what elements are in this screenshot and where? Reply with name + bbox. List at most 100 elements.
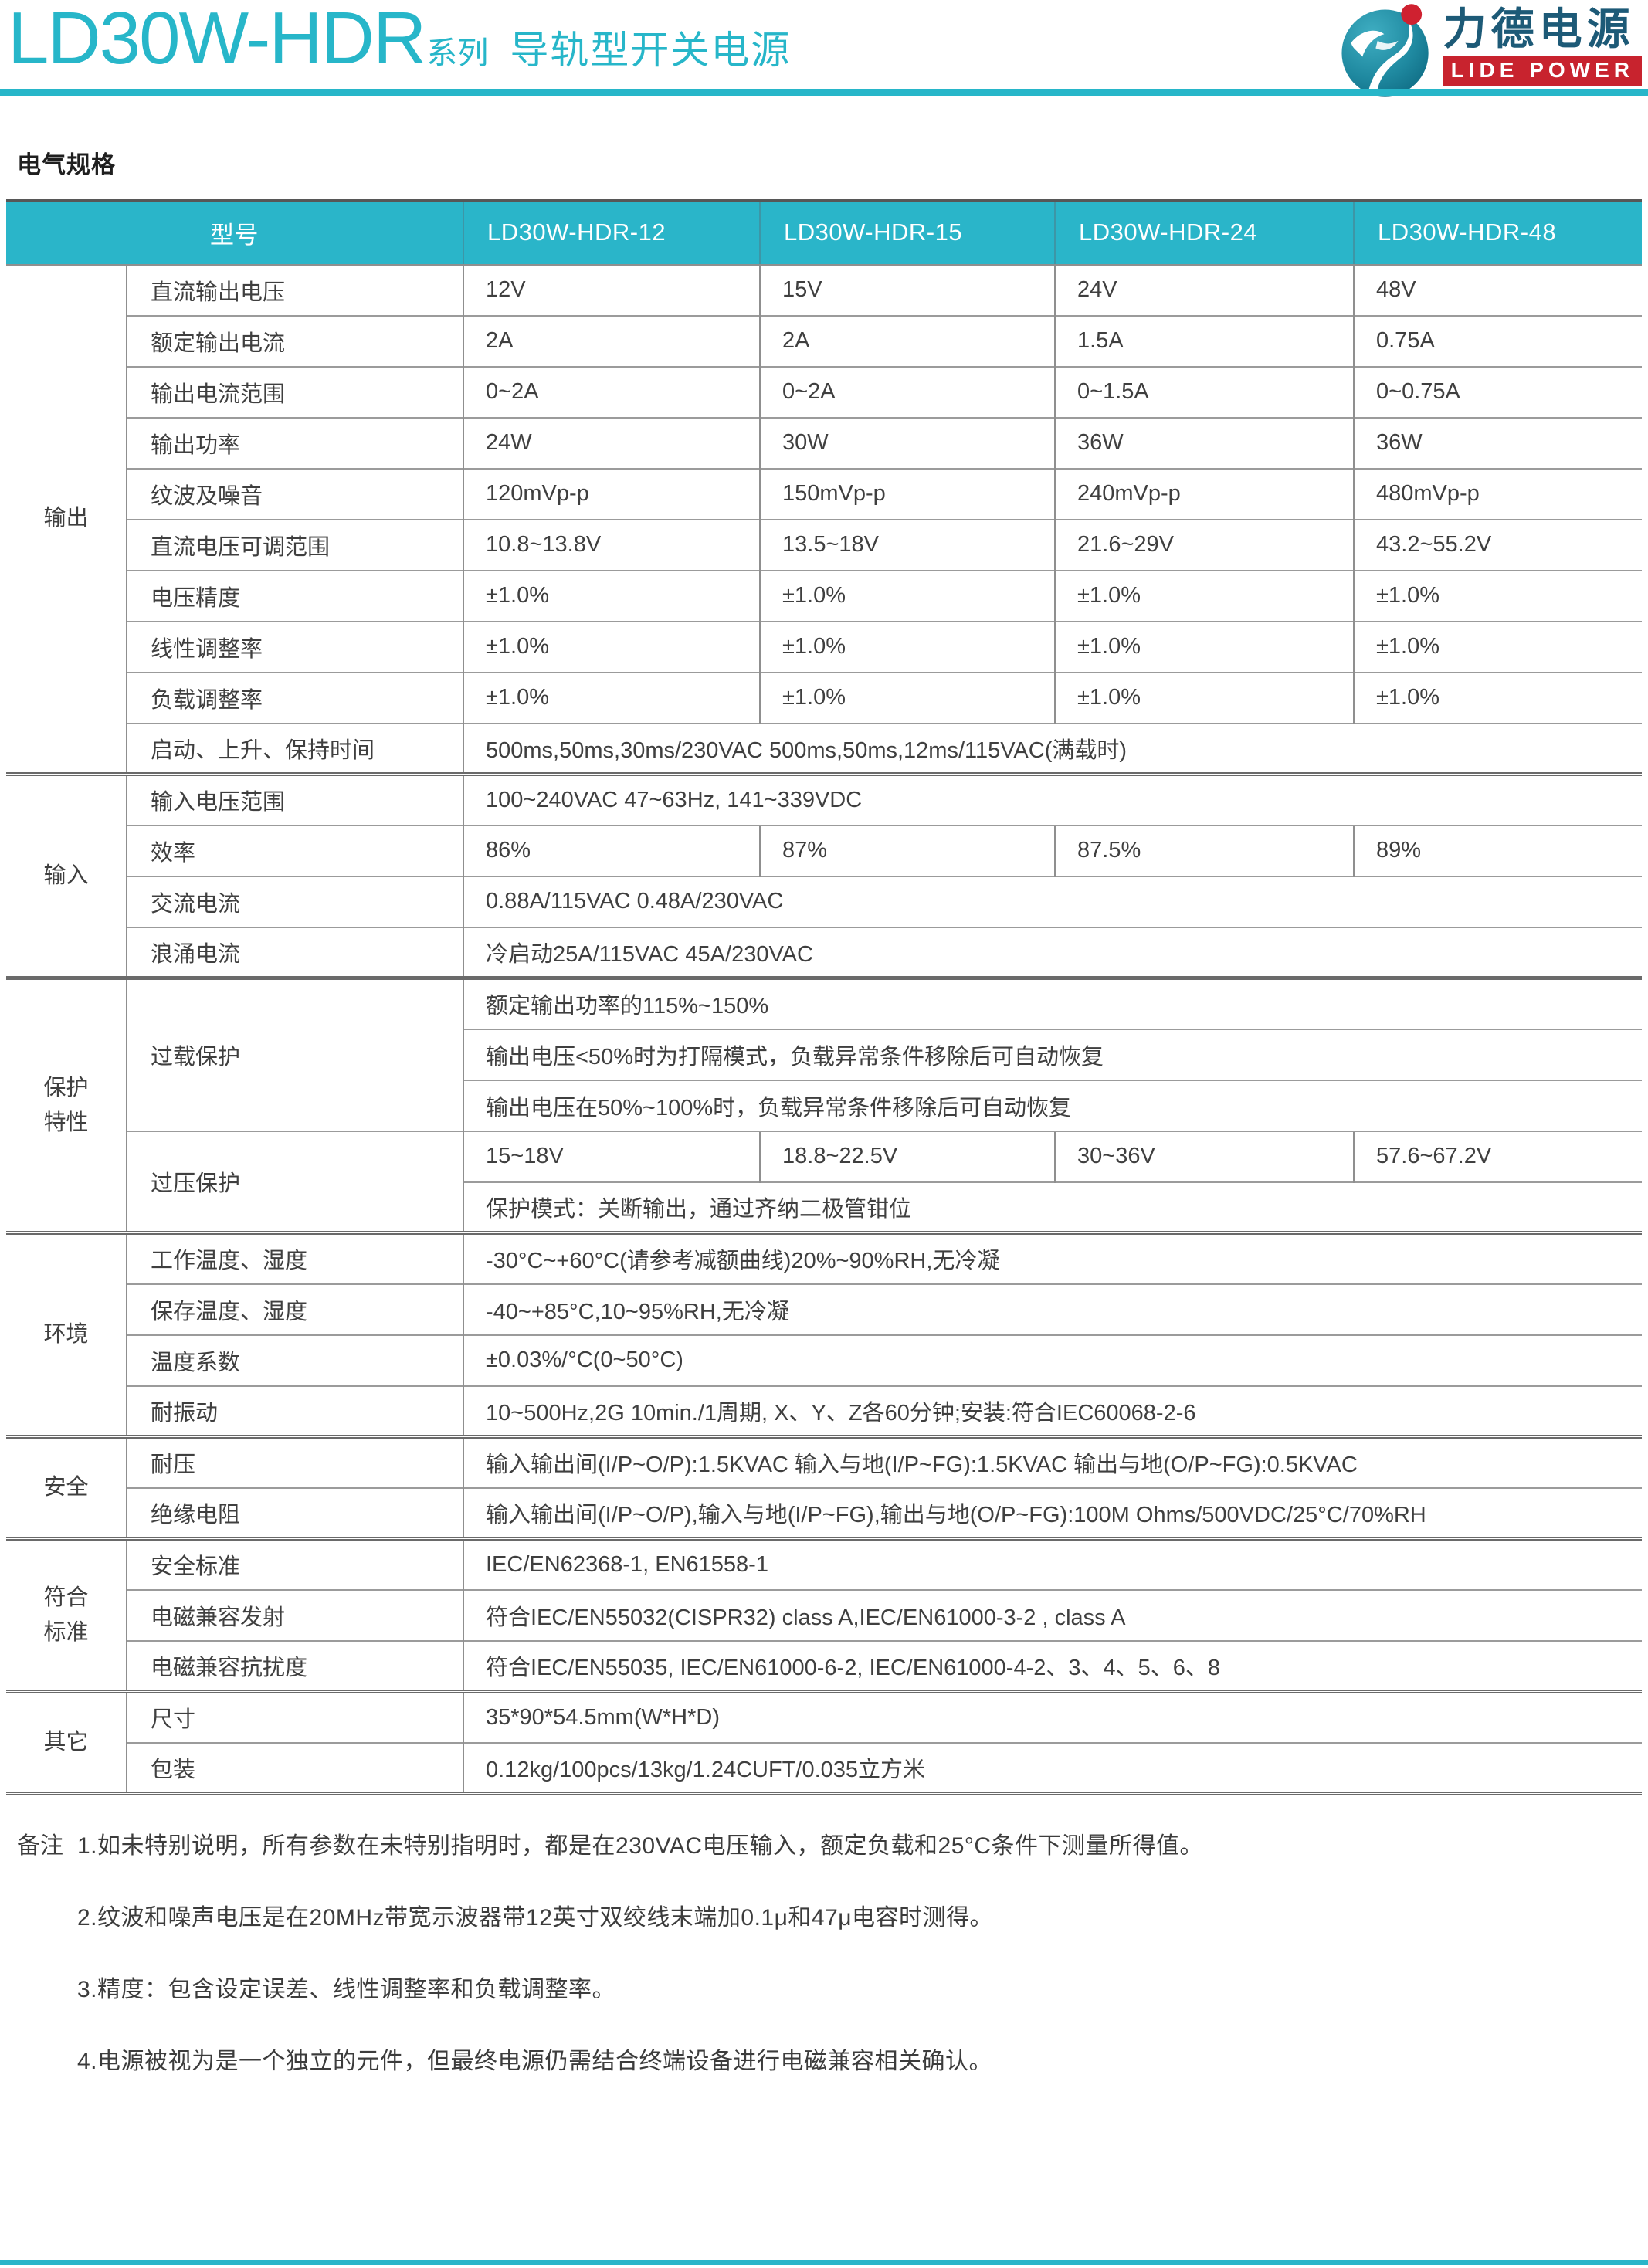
group-label: 输出 <box>6 263 127 775</box>
logo-name-cn: 力德电源 <box>1443 4 1635 55</box>
spec-value: 240mVp-p <box>1054 467 1354 520</box>
table-row: 直流电压可调范围 10.8~13.8V 13.5~18V 21.6~29V 43.2~5… <box>6 518 1642 571</box>
param-label: 过载保护 <box>126 976 463 1131</box>
note-item: 3.精度：包含设定误差、线性调整率和负载调整率。 <box>77 1977 616 2002</box>
table-row: 包装 0.12kg/100pcs/13kg/1.24CUFT/0.035立方米 <box>6 1741 1642 1794</box>
group-label: 保护特性 <box>6 976 127 1233</box>
param-label: 输出电流范围 <box>126 365 463 418</box>
spec-value: 87% <box>759 824 1055 876</box>
param-label: 包装 <box>126 1741 463 1794</box>
spec-value: ±1.0% <box>759 569 1055 622</box>
group-label: 环境 <box>6 1231 127 1437</box>
param-label: 启动、上升、保持时间 <box>126 722 463 775</box>
group-label: 其它 <box>6 1690 127 1794</box>
table-row: 保护模式：关断输出，通过齐纳二极管钳位 <box>6 1181 1642 1233</box>
spec-value: 30~36V <box>1054 1130 1354 1182</box>
param-label: 耐压 <box>126 1435 463 1488</box>
spec-table: 型号 LD30W-HDR-12 LD30W-HDR-15 LD30W-HDR-2… <box>6 199 1642 1795</box>
footer-divider <box>0 2260 1648 2265</box>
spec-value: 2A <box>463 314 760 367</box>
spec-value: 0.12kg/100pcs/13kg/1.24CUFT/0.035立方米 <box>463 1741 1642 1794</box>
param-label: 电压精度 <box>126 569 463 622</box>
spec-value: -30°C~+60°C(请参考减额曲线)20%~90%RH,无冷凝 <box>463 1231 1642 1284</box>
param-label: 输出功率 <box>126 416 463 469</box>
spec-value: 150mVp-p <box>759 467 1055 520</box>
spec-value: 2A <box>759 314 1055 367</box>
spec-value: ±1.0% <box>759 620 1055 673</box>
table-row: 其它 尺寸 35*90*54.5mm(W*H*D) <box>6 1690 1642 1794</box>
table-row: 交流电流 0.88A/115VAC 0.48A/230VAC <box>6 875 1642 927</box>
lide-logo-icon <box>1341 4 1429 97</box>
table-row: 启动、上升、保持时间 500ms,50ms,30ms/230VAC 500ms,5… <box>6 722 1642 775</box>
param-label: 工作温度、湿度 <box>126 1231 463 1284</box>
column-header-model: 型号 <box>6 200 463 266</box>
spec-value: 10~500Hz,2G 10min./1周期, X、Y、Z各60分钟;安装:符合… <box>463 1385 1642 1437</box>
spec-value: 24W <box>463 416 760 469</box>
table-row: 耐振动 10~500Hz,2G 10min./1周期, X、Y、Z各60分钟;安装… <box>6 1385 1642 1437</box>
param-label: 负载调整率 <box>126 671 463 724</box>
logo-text: 力德电源 LIDE POWER <box>1443 3 1642 86</box>
note-item: 1.如未特别说明，所有参数在未特别指明时，都是在230VAC电压输入，额定负载和… <box>77 1833 1204 1859</box>
table-row: 保存温度、湿度 -40~+85°C,10~95%RH,无冷凝 <box>6 1283 1642 1335</box>
spec-value: ±1.0% <box>463 671 760 724</box>
group-label: 安全 <box>6 1435 127 1539</box>
table-row: 保护特性 过载保护 额定输出功率的115%~150% <box>6 976 1642 1233</box>
group-label: 符合标准 <box>6 1537 127 1692</box>
spec-value: 15~18V <box>463 1130 760 1182</box>
spec-value: 额定输出功率的115%~150% <box>463 976 1642 1029</box>
table-row: 输出 直流输出电压 12V 15V 24V 48V <box>6 263 1642 775</box>
spec-value: 86% <box>463 824 760 876</box>
note-item: 4.电源被视为是一个独立的元件，但最终电源仍需结合终端设备进行电磁兼容相关确认。 <box>77 2049 993 2074</box>
spec-value: 12V <box>463 263 760 316</box>
spec-value: 24V <box>1054 263 1354 316</box>
table-row: 电磁兼容发射 符合IEC/EN55032(CISPR32) class A,IEC… <box>6 1588 1642 1641</box>
spec-value: ±1.0% <box>463 569 760 622</box>
spec-value: 0~2A <box>759 365 1055 418</box>
param-label: 直流输出电压 <box>126 263 463 316</box>
spec-value: ±1.0% <box>1353 569 1642 622</box>
table-row: 输出功率 24W 30W 36W 36W <box>6 416 1642 469</box>
spec-table-header: 型号 LD30W-HDR-12 LD30W-HDR-15 LD30W-HDR-2… <box>6 200 1642 266</box>
table-row: 输入 输入电压范围 100~240VAC 47~63Hz, 141~339VDC <box>6 772 1642 978</box>
table-row: 线性调整率 ±1.0% ±1.0% ±1.0% ±1.0% <box>6 620 1642 673</box>
spec-value: 1.5A <box>1054 314 1354 367</box>
spec-value: ±0.03%/°C(0~50°C) <box>463 1334 1642 1386</box>
param-label: 绝缘电阻 <box>126 1487 463 1539</box>
spec-value: 0~1.5A <box>1054 365 1354 418</box>
param-label: 保存温度、湿度 <box>126 1283 463 1335</box>
spec-value: 输入输出间(I/P~O/P):1.5KVAC 输入与地(I/P~FG):1.5K… <box>463 1435 1642 1488</box>
series-model-title: LD30W-HDR <box>8 0 426 80</box>
spec-value: 0~2A <box>463 365 760 418</box>
spec-value: ±1.0% <box>1054 671 1354 724</box>
spec-value: 100~240VAC 47~63Hz, 141~339VDC <box>463 772 1642 825</box>
series-suffix: 系列 <box>426 36 489 70</box>
param-label: 耐振动 <box>126 1385 463 1437</box>
spec-value: ±1.0% <box>1054 569 1354 622</box>
spec-value: 输出电压<50%时为打隔模式，负载异常条件移除后可自动恢复 <box>463 1028 1642 1080</box>
group-label: 输入 <box>6 772 127 978</box>
table-header-row: 型号 LD30W-HDR-12 LD30W-HDR-15 LD30W-HDR-2… <box>6 200 1642 266</box>
param-label: 尺寸 <box>126 1690 463 1743</box>
spec-value: 15V <box>759 263 1055 316</box>
spec-value: 48V <box>1353 263 1642 316</box>
spec-value: -40~+85°C,10~95%RH,无冷凝 <box>463 1283 1642 1335</box>
param-label: 输入电压范围 <box>126 772 463 825</box>
spec-value: 43.2~55.2V <box>1353 518 1642 571</box>
param-label: 线性调整率 <box>126 620 463 673</box>
column-header-hdr15: LD30W-HDR-15 <box>759 200 1055 266</box>
spec-value: 0.88A/115VAC 0.48A/230VAC <box>463 875 1642 927</box>
spec-value: ±1.0% <box>1353 620 1642 673</box>
spec-value: 36W <box>1054 416 1354 469</box>
column-header-hdr24: LD30W-HDR-24 <box>1054 200 1354 266</box>
spec-table-body: 输出 直流输出电压 12V 15V 24V 48V 额定输出电流 2A 2A 1.5A 0.75A 输… <box>6 263 1642 1794</box>
table-row: 符合标准 安全标准 IEC/EN62368-1, EN61558-1 <box>6 1537 1642 1692</box>
param-label: 额定输出电流 <box>126 314 463 367</box>
spec-value: 输入输出间(I/P~O/P),输入与地(I/P~FG),输出与地(O/P~FG)… <box>463 1487 1642 1539</box>
spec-value: 500ms,50ms,30ms/230VAC 500ms,50ms,12ms/1… <box>463 722 1642 775</box>
table-row: 纹波及噪音 120mVp-p 150mVp-p 240mVp-p 480mVp-p <box>6 467 1642 520</box>
logo-name-en-badge: LIDE POWER <box>1443 56 1642 86</box>
spec-value: 0~0.75A <box>1353 365 1642 418</box>
spec-value: 120mVp-p <box>463 467 760 520</box>
spec-value: 冷启动25A/115VAC 45A/230VAC <box>463 926 1642 978</box>
table-row: 输出电压在50%~100%时，负载异常条件移除后可自动恢复 <box>6 1079 1642 1131</box>
